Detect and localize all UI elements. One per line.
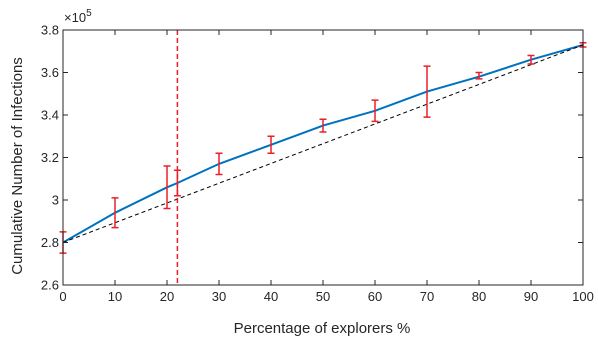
y-axis-exponent-power: 5 [86, 8, 92, 19]
reference-line [62, 44, 584, 243]
error-bar [163, 165, 171, 210]
x-tick-label: 20 [160, 289, 174, 304]
x-tick-label: 90 [524, 289, 538, 304]
x-axis-title: Percentage of explorers % [234, 320, 411, 337]
error-bar [475, 71, 483, 80]
plot-area [59, 30, 587, 285]
error-bar [319, 118, 327, 133]
error-bar [111, 197, 119, 229]
y-tick-label: 3 [52, 193, 59, 208]
x-tick-label: 30 [212, 289, 226, 304]
error-bar [527, 54, 535, 65]
error-bar [423, 65, 431, 118]
ticks: 0 10 20 30 40 50 60 70 80 90 100 2.6 2.8 3 3.2 3.4 3.6 3.… [41, 23, 594, 305]
y-axis-exponent-base: ×10 [64, 10, 86, 25]
x-tick-label: 10 [108, 289, 122, 304]
y-tick-label: 3.8 [41, 23, 59, 38]
x-tick-label: 50 [316, 289, 330, 304]
y-tick-label: 3.6 [41, 65, 59, 80]
x-tick-label: 70 [420, 289, 434, 304]
x-tick-label: 80 [472, 289, 486, 304]
y-tick-label: 3.2 [41, 150, 59, 165]
x-tick-label: 0 [59, 289, 66, 304]
error-bar [215, 152, 223, 176]
x-tick-label: 40 [264, 289, 278, 304]
y-tick-label: 2.6 [41, 278, 59, 293]
y-axis-title: Cumulative Number of Infections [9, 57, 26, 275]
y-tick-label: 3.4 [41, 108, 59, 123]
x-tick-label: 100 [572, 289, 594, 304]
y-tick-label: 2.8 [41, 235, 59, 250]
error-bar [173, 169, 181, 197]
x-tick-label: 60 [368, 289, 382, 304]
error-bar [267, 135, 275, 154]
error-bar [371, 99, 379, 123]
y-axis-exponent: ×105 [64, 8, 92, 25]
series-line-0 [62, 43, 584, 244]
